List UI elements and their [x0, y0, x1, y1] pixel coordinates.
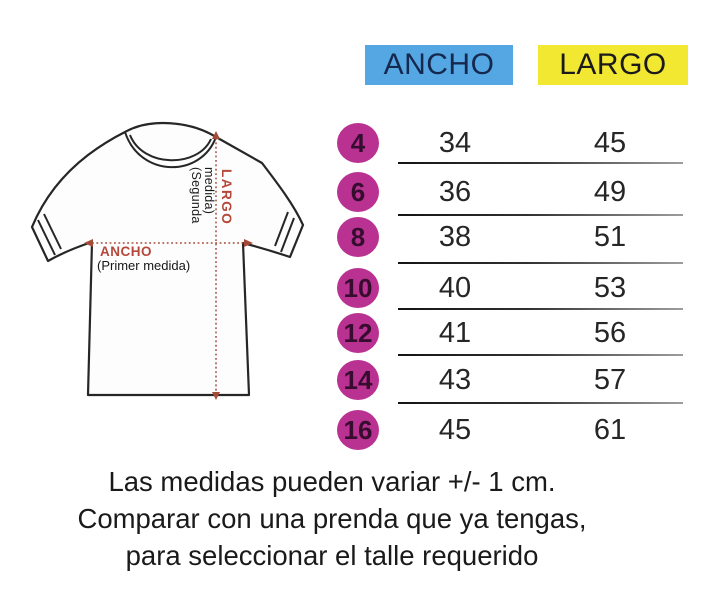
table-row: 14 43 57	[330, 357, 710, 403]
row-divider	[398, 162, 683, 164]
row-divider	[398, 214, 683, 216]
row-divider	[398, 354, 683, 356]
size-badge: 14	[337, 360, 379, 400]
table-row: 16 45 61	[330, 407, 710, 453]
arrow-left-icon	[84, 239, 93, 247]
ancho-value: 34	[438, 126, 472, 159]
ancho-value: 41	[438, 316, 472, 349]
tshirt-collar-and-cuffs	[37, 131, 295, 256]
largo-value: 51	[593, 220, 627, 253]
size-badge: 6	[337, 172, 379, 212]
largo-value: 61	[593, 413, 627, 446]
note-line-1: Las medidas pueden variar +/- 1 cm.	[108, 466, 556, 497]
arrow-down-icon	[212, 392, 220, 400]
largo-axis-sublabel: (Segunda medida)	[189, 167, 216, 224]
largo-value: 49	[593, 175, 627, 208]
note-line-3: para seleccionar el talle requerido	[125, 540, 539, 571]
largo-value: 56	[593, 316, 627, 349]
size-badge: 12	[337, 313, 379, 353]
tshirt-diagram	[30, 122, 305, 400]
row-divider	[398, 308, 683, 310]
largo-axis-label: LARGO	[219, 169, 234, 226]
ancho-value: 45	[438, 413, 472, 446]
row-divider	[398, 402, 683, 404]
ancho-axis-label: ANCHO	[100, 244, 152, 259]
ancho-value: 40	[438, 271, 472, 304]
row-divider	[398, 262, 683, 264]
ancho-value: 36	[438, 175, 472, 208]
largo-value: 57	[593, 363, 627, 396]
table-row: 8 38 51	[330, 214, 710, 260]
largo-value: 45	[593, 126, 627, 159]
size-badge: 10	[337, 268, 379, 308]
size-badge: 4	[337, 123, 379, 163]
arrow-up-icon	[212, 131, 220, 139]
table-row: 12 41 56	[330, 310, 710, 356]
largo-column-header: LARGO	[538, 45, 688, 85]
table-row: 6 36 49	[330, 169, 710, 215]
size-badge: 8	[337, 217, 379, 257]
ancho-axis-sublabel: (Primer medida)	[97, 258, 191, 273]
largo-value: 53	[593, 271, 627, 304]
largo-sublabel-line1: (Segunda	[189, 167, 203, 224]
note-line-2: Comparar con una prenda que ya tengas,	[77, 503, 587, 534]
measurement-note: Las medidas pueden variar +/- 1 cm. Comp…	[0, 463, 664, 574]
largo-sublabel-line2: medida)	[202, 167, 216, 215]
table-row: 10 40 53	[330, 265, 710, 311]
ancho-value: 38	[438, 220, 472, 253]
arrow-right-icon	[244, 239, 253, 247]
size-badge: 16	[337, 410, 379, 450]
ancho-column-header: ANCHO	[365, 45, 513, 85]
ancho-value: 43	[438, 363, 472, 396]
table-row: 4 34 45	[330, 120, 710, 166]
